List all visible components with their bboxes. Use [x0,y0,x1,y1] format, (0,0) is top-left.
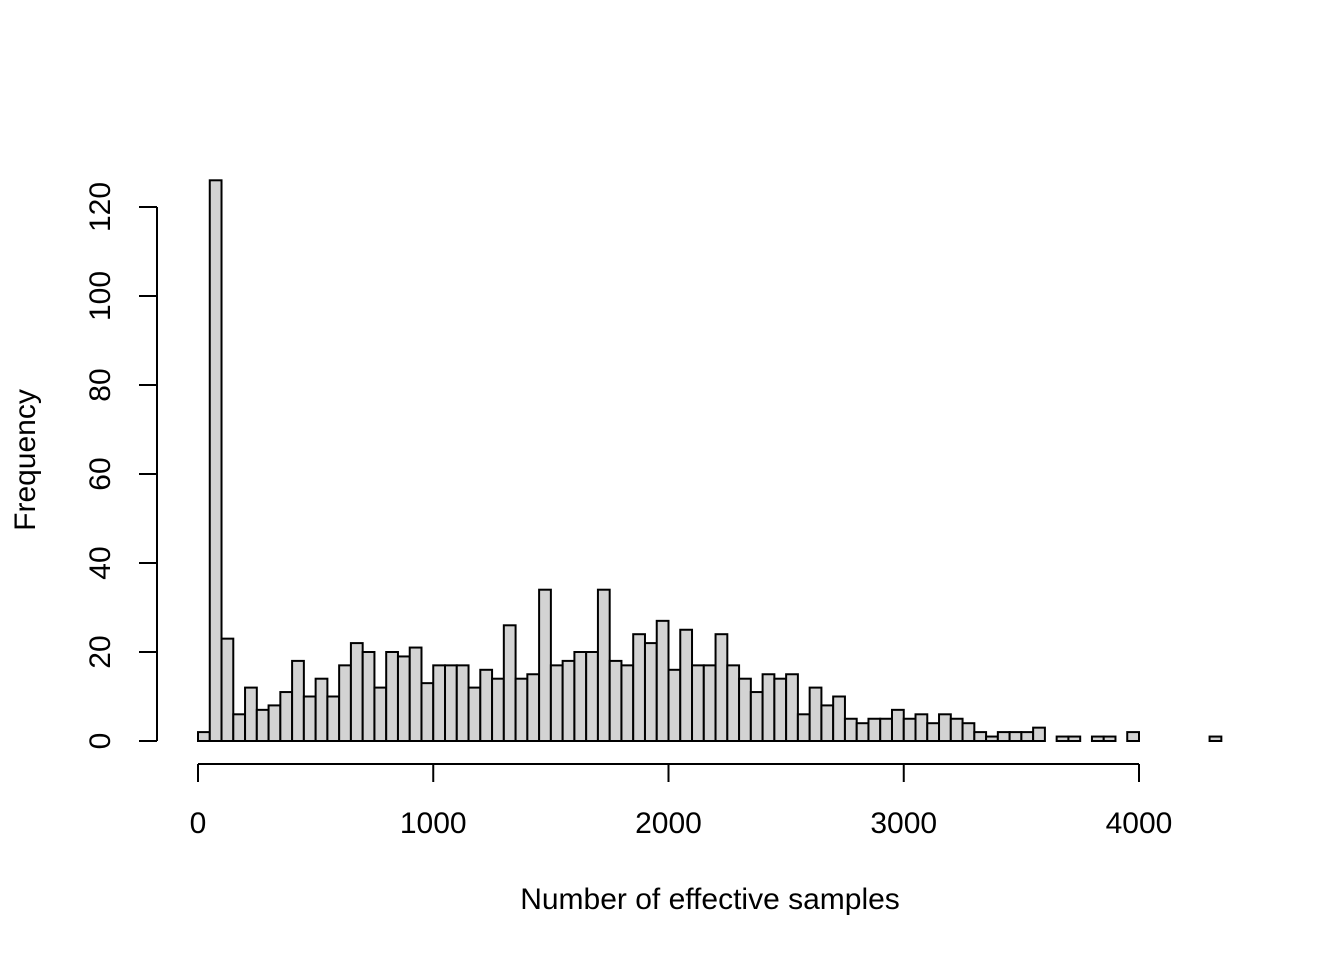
x-axis-title: Number of effective samples [520,883,900,916]
histogram-bar [655,619,670,742]
histogram-bar [502,624,517,742]
histogram-bar [232,713,247,742]
x-tick-label: 1000 [400,807,467,840]
histogram-bar [279,691,294,742]
histogram-bar [714,633,729,743]
histogram-bar [761,673,776,742]
histogram-bar [855,722,870,743]
histogram-bar [302,695,317,742]
histogram-bar [373,686,388,742]
histogram-bar [961,722,976,743]
histogram-bar [561,659,576,743]
histogram-bar [949,717,964,742]
histogram-bar [573,651,588,742]
histogram-bar [267,704,282,743]
histogram-bar [549,664,564,742]
histogram-bar [926,722,941,743]
histogram-bar [985,735,999,742]
histogram-bar [491,677,505,743]
histogram-bar [444,664,458,742]
histogram-bar [938,713,952,742]
histogram-bar [808,686,823,742]
histogram-bar [432,664,447,742]
histogram-bar [1008,731,1023,742]
histogram-bar [1126,731,1141,742]
histogram-bar [1032,726,1046,743]
histogram-bar [667,668,682,742]
histogram-bar [1102,735,1117,742]
histogram-bar [867,717,882,742]
histogram-bar [514,677,529,743]
histogram-bar [338,664,352,742]
histogram-bar [479,668,494,742]
histogram-bar [890,708,905,742]
y-tick-label: 60 [84,457,117,490]
histogram-bar [408,646,423,742]
x-tick-label: 0 [190,807,207,840]
histogram-bar [420,682,435,743]
x-tick-label: 4000 [1106,807,1173,840]
histogram-bar [796,713,811,742]
histogram-bar [467,686,482,742]
histogram-bar [1090,735,1105,742]
y-tick-label: 120 [84,182,117,232]
histogram-bar [973,731,988,742]
histogram-bar [608,659,623,743]
histogram-bar [291,659,305,743]
histogram-bar [738,677,752,743]
histogram-bar [832,695,846,742]
y-tick-label: 100 [84,271,117,321]
histogram-bar [538,588,552,743]
histogram-bar [749,691,764,742]
histogram-bar [996,731,1011,742]
histogram-bar [208,179,223,743]
y-tick-label: 80 [84,368,117,401]
histogram-bar [785,673,799,742]
histogram-bar [902,717,917,742]
histogram-bar [1067,735,1082,742]
histogram-bar [643,642,658,742]
histogram-bar [820,704,835,743]
x-tick-label: 2000 [635,807,702,840]
histogram-bar [349,642,364,742]
y-axis-title: Frequency [9,389,42,531]
histogram-bar [679,628,694,742]
histogram-bar [702,664,717,742]
x-tick-label: 3000 [870,807,937,840]
histogram-bar [1208,735,1223,742]
histogram-bar [879,717,893,742]
histogram-bar [385,651,399,742]
histogram-bar [220,637,235,743]
histogram-bar [526,673,541,742]
histogram-bar [773,677,788,743]
histogram-bar [244,686,258,742]
histogram-bar [314,677,329,743]
y-axis: 0 20 40 60 80 100 120 [84,182,158,750]
histogram-bar [396,655,411,743]
histogram-bar [1020,731,1035,742]
bars-group [197,179,1223,743]
histogram-bar [197,731,211,742]
histogram-bar [691,664,705,742]
histogram-bar [914,713,929,742]
y-tick-label: 20 [84,635,117,668]
y-tick-label: 0 [84,733,117,750]
histogram-bar [585,651,599,742]
histogram-bar [843,717,858,742]
histogram-bar [361,651,376,742]
histogram-bar [455,664,470,742]
histogram-bar [726,664,741,742]
histogram-bar [632,633,646,743]
histogram-bar [326,695,341,742]
histogram-bar [255,708,270,742]
histogram-bar [596,588,611,743]
histogram-bar [1055,735,1070,742]
x-axis: 0 1000 2000 3000 4000 [190,763,1173,840]
y-tick-label: 40 [84,546,117,579]
histogram-bar [620,664,635,742]
